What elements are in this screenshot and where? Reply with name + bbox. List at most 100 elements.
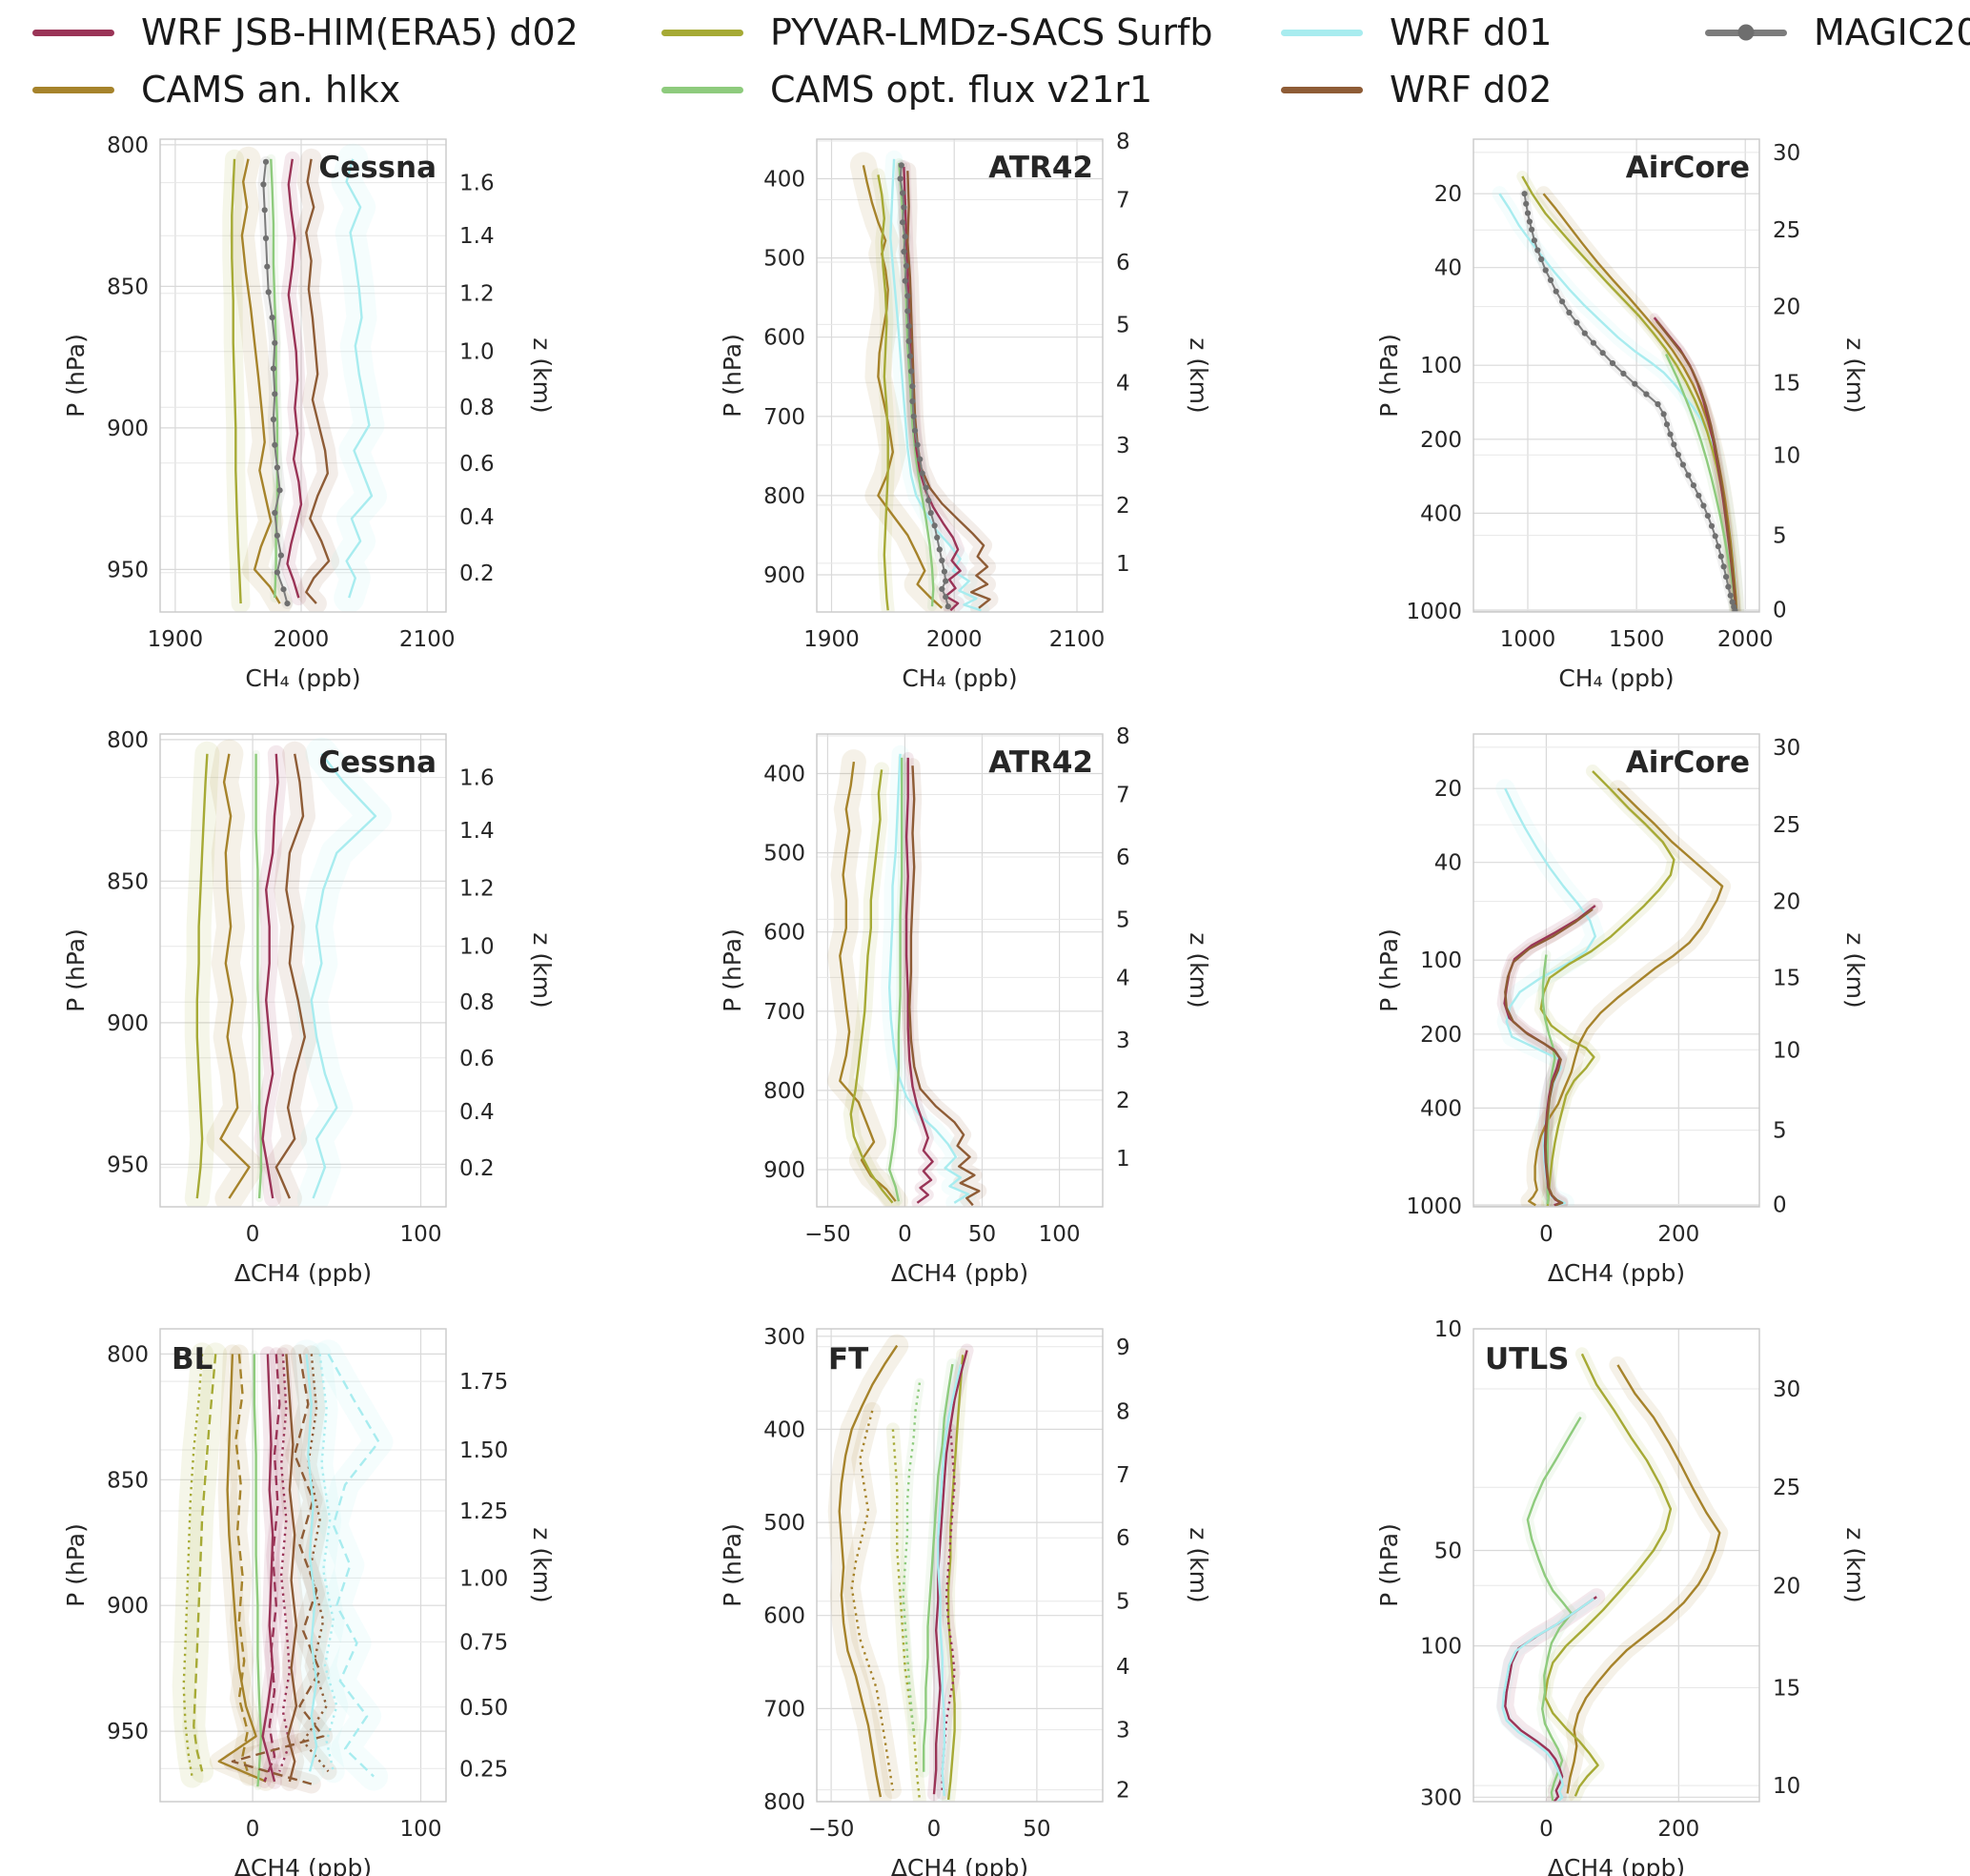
p-tick-label: 400: [763, 763, 805, 787]
series-line-WRF-d01: [310, 753, 377, 1199]
series-line-MAGIC2021: [262, 161, 289, 604]
p-tick-label: 800: [107, 1342, 149, 1367]
y-axis-label-left: P (hPa): [1375, 1523, 1403, 1607]
chart-cessna-ch4: 800 850 900 950 1.6 1.4 1.2 1.0 0.8 0.6 0.4 0.2 1900…: [0, 114, 657, 709]
magic-marker: [908, 368, 915, 375]
z-tick-label: 6: [1116, 1526, 1130, 1551]
p-tick-label: 1000: [1406, 600, 1462, 624]
magic-marker: [262, 234, 270, 242]
p-tick-label: 900: [763, 563, 805, 588]
p-tick-label: 200: [1420, 1023, 1462, 1048]
magic-marker: [905, 323, 912, 330]
panel-title: ATR42: [988, 151, 1093, 185]
magic-marker: [925, 497, 932, 503]
p-tick-label: 800: [763, 1079, 805, 1104]
series-line-WRF-d02: [908, 765, 981, 1207]
magic-marker: [1685, 472, 1692, 479]
magic-marker: [1725, 583, 1732, 590]
p-tick-label: 950: [107, 1720, 149, 1744]
x-axis-label: ΔCH4 (ppb): [234, 1259, 372, 1287]
y-axis-label-left: P (hPa): [1375, 928, 1403, 1012]
magic-marker: [1715, 543, 1721, 550]
chart-aircore-dch4: 20 40 100 200 400 1000 30 25 20 15 10 5 0 0 200 P (hPa)…: [1313, 709, 1970, 1304]
legend-line-swatch: [1281, 29, 1363, 36]
x-tick-label: 200: [1657, 1817, 1699, 1842]
panel-title: UTLS: [1485, 1342, 1569, 1376]
z-tick-label: 5: [1773, 1119, 1787, 1144]
magic-marker: [1542, 267, 1549, 274]
magic-marker: [280, 586, 287, 593]
magic-marker: [1712, 533, 1718, 540]
magic-marker: [270, 365, 276, 372]
chart-aircore-ch4: 20 40 100 200 400 1000 30 25 20 15 10 5 0 1000 1500 200…: [1313, 114, 1970, 709]
p-tick-label: 400: [763, 1417, 805, 1442]
z-tick-label: 1.4: [459, 819, 495, 844]
x-tick-label: 0: [898, 1222, 912, 1247]
magic-marker: [1581, 330, 1588, 336]
z-tick-label: 3: [1116, 1719, 1130, 1743]
y-axis-label-right: z (km): [1185, 337, 1212, 413]
magic-marker: [1729, 599, 1736, 605]
magic-marker: [1700, 502, 1707, 509]
legend-item-pyvar: PYVAR-LMDz-SACS Surfb: [661, 11, 1281, 53]
y-axis-label-right: z (km): [1841, 1527, 1869, 1602]
chart-svg: 20 40 100 200 400 1000 30 25 20 15 10 5 0 0 200 P (hPa)…: [1375, 733, 1869, 1287]
series-line-PYVAR-LMDz-SACS-Surfb: [849, 769, 894, 1204]
x-tick-label: 1000: [1500, 627, 1556, 652]
p-tick-label: 900: [763, 1158, 805, 1183]
series-line-WRF-JSB-HIM-ERA5-d02: [278, 1354, 292, 1772]
series-line-WRF-d02: [231, 1354, 325, 1785]
x-tick-label: 2000: [1717, 627, 1774, 652]
magic-marker: [901, 204, 907, 211]
z-tick-label: 15: [1773, 966, 1800, 990]
series-line-PYVAR-LMDz-SACS-Surfb: [182, 1354, 204, 1777]
x-tick-label: 2100: [399, 627, 456, 652]
magic-marker: [284, 601, 291, 607]
chart-svg: 800 850 900 950 1.6 1.4 1.2 1.0 0.8 0.6 0.4 0.2 1900…: [62, 133, 556, 692]
magic-marker: [277, 552, 284, 559]
series-line-WRF-d02: [1504, 907, 1594, 1207]
z-tick-label: 1.2: [459, 877, 495, 902]
series-line-WRF-d02: [305, 158, 331, 604]
magic-marker: [1655, 400, 1661, 408]
magic-marker: [1696, 492, 1702, 499]
magic-marker: [911, 427, 919, 434]
magic-marker: [276, 487, 283, 494]
magic-marker: [910, 413, 917, 419]
z-tick-label: 20: [1773, 1574, 1800, 1599]
z-tick-label: 2: [1116, 494, 1130, 519]
z-tick-label: 8: [1116, 130, 1130, 154]
x-tick-label: −50: [808, 1817, 855, 1842]
magic-marker: [898, 162, 904, 169]
p-tick-label: 100: [1420, 354, 1462, 378]
series-line-WRF-d02: [1655, 319, 1737, 611]
z-tick-label: 10: [1773, 1774, 1800, 1799]
z-tick-label: 0.4: [459, 505, 495, 530]
y-axis-label-right: z (km): [528, 1527, 556, 1602]
p-tick-label: 100: [1420, 1635, 1462, 1660]
z-tick-label: 9: [1116, 1336, 1130, 1360]
magic-marker: [936, 546, 943, 553]
magic-marker: [902, 234, 908, 240]
x-axis-label: ΔCH4 (ppb): [1548, 1854, 1685, 1876]
magic-marker: [1723, 574, 1730, 581]
z-tick-label: 3: [1116, 434, 1130, 459]
p-tick-label: 850: [107, 869, 149, 894]
p-tick-label: 700: [763, 1000, 805, 1025]
p-tick-label: 850: [107, 275, 149, 299]
z-tick-label: 4: [1116, 371, 1130, 396]
plot-frame: [816, 1328, 1104, 1803]
series-line-CAMS-opt-flux-v21r1: [1665, 353, 1737, 612]
y-axis-label-left: P (hPa): [719, 1523, 746, 1607]
legend-item-wrf-d02: WRF d02: [1281, 69, 1705, 111]
legend-item-cams-an: CAMS an. hlkx: [32, 69, 661, 111]
z-tick-label: 5: [1116, 907, 1130, 932]
y-axis-label-right: z (km): [528, 932, 556, 1008]
p-tick-label: 40: [1434, 851, 1462, 876]
x-tick-label: −50: [804, 1222, 851, 1247]
plot-frame: [159, 733, 447, 1208]
series-line-CAMS-an-hlkx: [1566, 1364, 1721, 1794]
legend-line-marker-swatch: [1705, 24, 1787, 41]
x-tick-label: 0: [246, 1817, 260, 1842]
y-axis-label-left: P (hPa): [62, 928, 90, 1012]
